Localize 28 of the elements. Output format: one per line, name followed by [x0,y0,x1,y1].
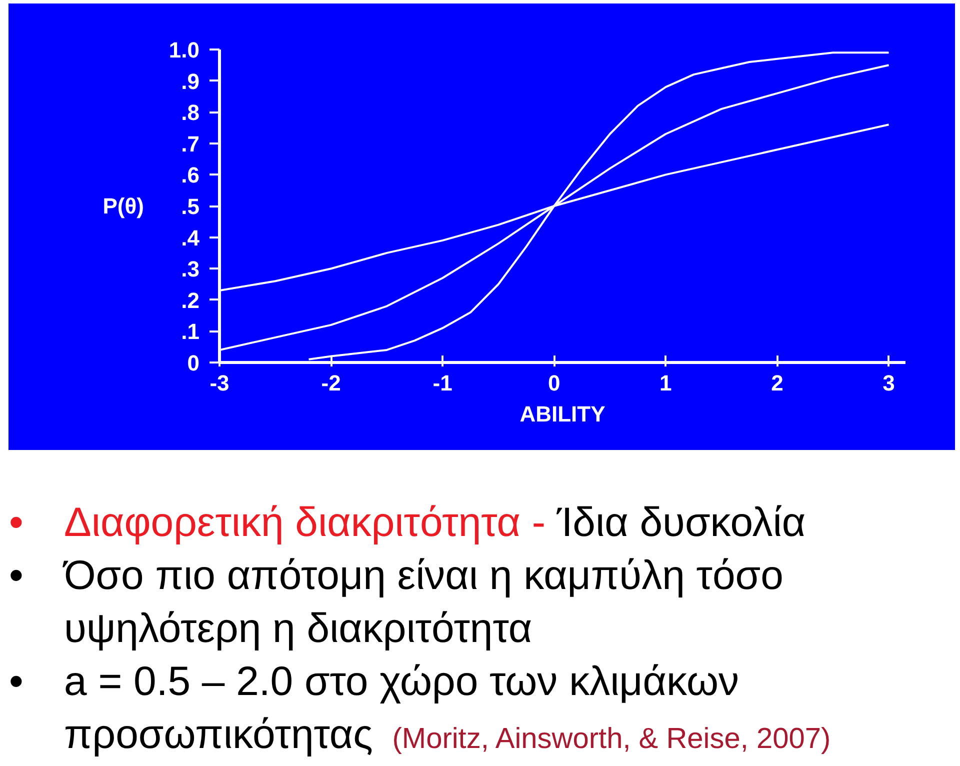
y-tick-label: .5 [181,194,200,219]
text: Ίδια δυσκολία [556,499,806,545]
x-tick-label: 0 [548,370,560,396]
x-tick-label: 2 [771,370,784,396]
text: (Moritz, Ainsworth, & Reise, 2007) [392,723,831,755]
y-tick-label: .4 [181,225,200,250]
y-tick-label: .1 [181,319,200,344]
x-tick-label: 3 [882,370,895,396]
x-axis-title: ABILITY [520,402,606,426]
y-tick-label: .9 [181,68,200,94]
x-tick-label: -2 [321,370,341,396]
text: Διαφορετική διακριτότητα - [64,499,546,545]
y-tick-label: .7 [181,131,200,156]
y-tick-label: .8 [181,100,200,126]
y-tick-label: 1.0 [168,38,200,62]
text: • [9,499,24,545]
text: προσωπικότητας [64,711,373,757]
y-tick-label: 0 [187,350,200,376]
text: • [9,658,24,704]
y-tick-label: .6 [181,162,200,188]
y-tick-label: .3 [181,256,200,282]
text: • [9,552,24,598]
x-tick-label: -1 [432,370,452,396]
text: a = 0.5 – 2.0 στο χώρο των κλιμάκων [64,658,740,704]
y-axis-title: P(θ) [102,194,144,218]
y-tick-label: .2 [181,288,200,313]
x-tick-label: -3 [210,370,230,396]
x-tick-label: 1 [660,370,672,396]
